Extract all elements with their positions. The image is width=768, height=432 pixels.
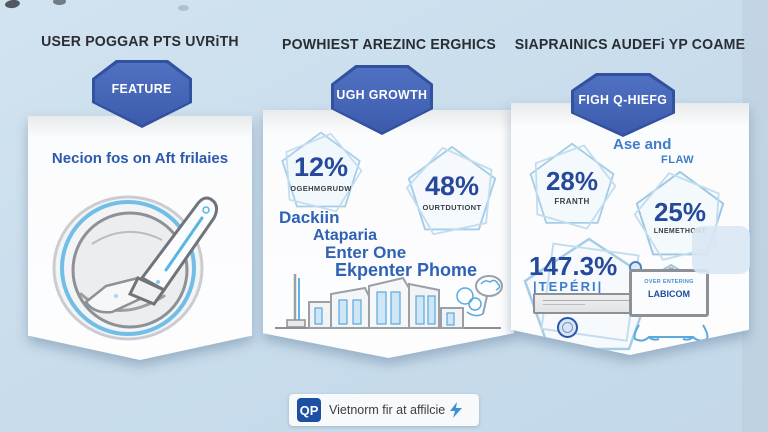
laptop-sketch: OVER ENTERING LABICOM [629,263,713,342]
coin-badge-icon [557,317,578,338]
column1-caption: Necion fos on Aft frilaies [51,150,229,167]
column3-side-note: FLAW [661,154,695,166]
city-skyline-sketch-icon [275,274,503,329]
big-stat-label: |TEPÉRI| [533,279,604,294]
footer-brand-bar: QP Vietnorm fir at affilcie [289,394,479,426]
stat-label: OGEHMGRUDW [290,183,352,193]
pentagon-sketch-icon [529,142,617,230]
laptop-screen-text: OVER ENTERING [644,279,694,285]
column1-badge-label: FEATURE [111,80,173,96]
column2-text-line: Dackiin [279,208,340,227]
pennant-shape: 12% OGEHMGRUDW 48% OURTDUTIONT Dackiin A… [263,110,514,358]
stat-badge: 12% OGEHMGRUDW [269,130,373,216]
ink-smudge [178,5,189,11]
column2-text-line: Ekpenter Phome [335,260,478,280]
ink-smudge [4,0,21,10]
pennant-shape: Necion fos on Aft frilaies [28,116,252,360]
big-stat-value: 147.3% [529,251,618,281]
stat-value: 25% [653,197,707,227]
column3-card: Ase and FLAW 28% FRANTH 25% LNEMETHONT [511,103,749,355]
laptop-screen-frame [629,269,709,317]
pentagon-sketch-icon [281,131,363,213]
column1-card: Necion fos on Aft frilaies [28,116,252,360]
column2-header: POWHIEST AREZINC ERGHICS [282,36,496,53]
lightning-bolt-icon [450,402,463,418]
column3-side-note: Ase and [613,136,672,153]
stat-value: 12% [293,151,349,182]
stat-badge: 28% FRANTH [519,141,625,233]
stat-label: LNEMETHONT [653,228,707,235]
stat-value: 28% [545,166,599,196]
pentagon-sketch-icon [405,145,497,236]
laptop-screen-text: LABICOM [648,289,690,299]
stat-label: OURTDUTIONT [422,202,482,212]
sticky-note-shape [692,226,750,274]
stat-label: FRANTH [554,197,590,206]
stat-value: 48% [424,170,480,201]
stat-badge: 48% OURTDUTIONT [393,144,511,240]
column2-badge-label: UGH GROWTH [336,86,428,102]
brand-logo: QP [297,398,321,422]
footer-label: Vietnorm fir at affilcie [329,403,446,417]
ink-smudge [53,0,66,5]
column3-header: SIAPRAINICS AUDEFi YP COAME [514,36,746,53]
column2-card: 12% OGEHMGRUDW 48% OURTDUTIONT Dackiin A… [263,110,514,358]
column1-header: USER POGGAR PTS UVRiTH [41,33,239,50]
column3-badge-label: FIGH Q-HIEFG [578,91,668,107]
column2-text-line: Enter One [325,243,407,262]
paintbrush-in-dish-sketch-icon [52,195,219,341]
column2-text-line: Ataparia [313,227,378,244]
